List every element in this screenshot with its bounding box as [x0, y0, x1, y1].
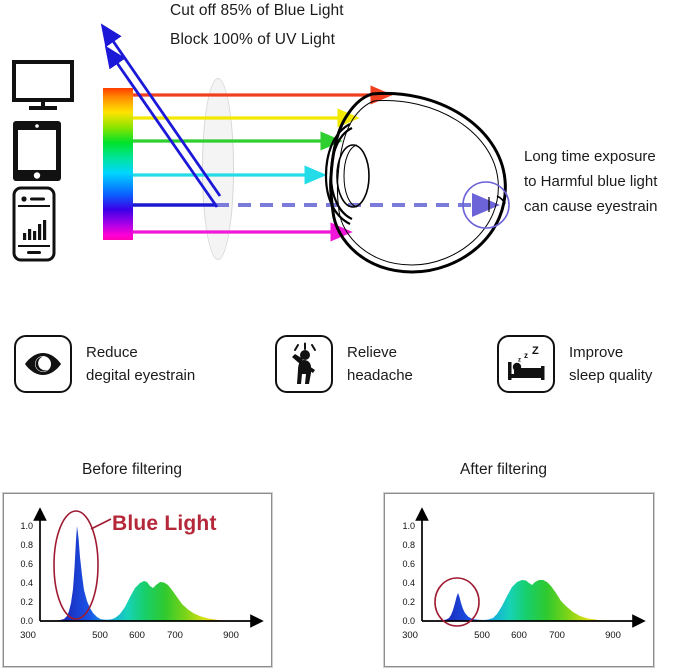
benefit-relieve-headache[interactable]: Relieve headache	[275, 335, 413, 393]
blue-light-annotation-ellipse	[53, 510, 99, 620]
tablet-icon	[12, 120, 62, 187]
light-spectrum-bar	[103, 88, 133, 240]
benefit-reduce-eyestrain[interactable]: Reduce degital eyestrain	[14, 335, 195, 393]
svg-text:0.2: 0.2	[402, 597, 415, 607]
blue-light-filter-lens	[202, 78, 234, 260]
svg-text:300: 300	[402, 630, 418, 641]
light-ray-diagram	[100, 23, 510, 274]
benefit-label: Reduce degital eyestrain	[86, 344, 196, 384]
svg-text:0.8: 0.8	[20, 540, 33, 550]
svg-text:z: z	[518, 358, 521, 364]
svg-text:500: 500	[92, 630, 108, 641]
phone-icon	[12, 186, 56, 267]
chart-title-after: After filtering	[460, 461, 548, 478]
benefit-label: Relieve headache	[347, 344, 413, 384]
blue-light-leader-line	[90, 518, 112, 530]
y-tick-labels: 1.0 0.8 0.6 0.4 0.2 0.0	[20, 521, 33, 626]
eye-icon	[14, 335, 72, 393]
svg-text:600: 600	[511, 630, 527, 641]
sleeping-bed-icon: Z z z	[497, 335, 555, 393]
svg-text:0.4: 0.4	[20, 578, 33, 588]
svg-text:700: 700	[167, 630, 183, 641]
eye-diagram	[324, 91, 507, 274]
benefit-improve-sleep[interactable]: Z z z Improve sleep quality	[497, 335, 652, 393]
benefits-row: Reduce degital eyestrain Relieve headach…	[0, 325, 679, 405]
svg-text:600: 600	[129, 630, 145, 641]
svg-text:0.0: 0.0	[402, 616, 415, 626]
svg-text:0.4: 0.4	[402, 578, 415, 588]
svg-text:0.6: 0.6	[20, 559, 33, 569]
headline-blue-light: Cut off 85% of Blue Light	[170, 2, 344, 19]
svg-text:300: 300	[20, 630, 36, 641]
chart-panel-before: 1.0 0.8 0.6 0.4 0.2 0.0 300 500 600 700 …	[2, 492, 273, 668]
ray-blue-reflected-2	[104, 45, 219, 208]
retina-highlight-circle	[462, 181, 510, 229]
svg-text:0.2: 0.2	[20, 597, 33, 607]
benefit-label: Improve sleep quality	[569, 344, 653, 384]
chart-title-before: Before filtering	[82, 461, 182, 478]
svg-text:z: z	[524, 351, 528, 360]
headline-uv-light: Block 100% of UV Light	[170, 31, 336, 48]
svg-text:900: 900	[605, 630, 621, 641]
svg-text:1.0: 1.0	[20, 521, 33, 531]
svg-text:Z: Z	[532, 345, 539, 357]
x-tick-labels: 300 500 600 700 900	[402, 630, 621, 641]
svg-text:0.0: 0.0	[20, 616, 33, 626]
x-tick-labels: 300 500 600 700 900	[20, 630, 239, 641]
chart-panel-after: 1.0 0.8 0.6 0.4 0.2 0.0 300 500 600 700 …	[383, 492, 655, 668]
spectral-curve-before	[40, 526, 248, 622]
svg-text:0.8: 0.8	[402, 540, 415, 550]
headache-person-icon	[275, 335, 333, 393]
svg-text:700: 700	[549, 630, 565, 641]
monitor-icon	[12, 60, 74, 119]
svg-text:0.6: 0.6	[402, 559, 415, 569]
svg-text:900: 900	[223, 630, 239, 641]
filtered-blue-annotation-circle	[434, 577, 480, 627]
svg-text:1.0: 1.0	[402, 521, 415, 531]
ray-blue-reflected-1	[100, 23, 222, 197]
blue-light-annotation-label: Blue Light	[112, 512, 217, 535]
spectral-curve-after	[422, 580, 630, 622]
svg-text:500: 500	[474, 630, 490, 641]
y-tick-labels: 1.0 0.8 0.6 0.4 0.2 0.0	[402, 521, 415, 626]
eye-strain-caption: Long time exposure to Harmful blue light…	[524, 148, 658, 215]
